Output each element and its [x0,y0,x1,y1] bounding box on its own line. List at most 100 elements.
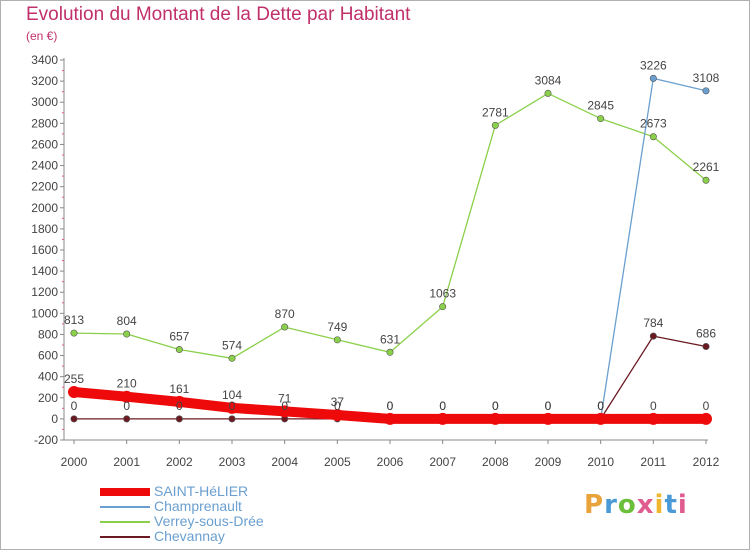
y-tick-label: 400 [38,370,58,384]
data-label: 3226 [640,58,667,72]
x-tick-label: 2002 [166,455,193,469]
legend-label-champrenault: Champrenault [154,498,242,514]
data-label: 804 [117,314,137,328]
data-point [226,401,238,414]
data-label: 631 [380,332,400,346]
data-point [120,390,133,403]
data-point [594,412,607,425]
data-label: 0 [229,399,236,413]
data-label: 2845 [587,99,614,113]
data-label: 0 [492,399,499,413]
logo-letter: i [677,490,688,520]
logo-letter: r [604,490,618,520]
data-label: 0 [650,399,657,413]
data-point [700,412,712,425]
x-tick-label: 2010 [587,455,614,469]
x-tick-label: 2007 [429,455,456,469]
data-label: 0 [176,399,183,413]
data-point [70,415,78,423]
y-tick-label: 3400 [31,53,58,67]
data-label: 0 [334,399,341,413]
data-point [281,323,289,331]
data-label: 686 [696,326,716,340]
logo-letter: x [636,490,655,520]
y-tick-label: 3200 [31,74,58,88]
y-tick-label: 1200 [31,285,58,299]
y-tick-label: 800 [38,327,58,341]
data-label: 749 [327,320,347,334]
data-label: 0 [545,399,552,413]
logo-letter: P [584,490,605,520]
x-tick-label: 2000 [61,455,88,469]
data-label: 71 [278,391,292,405]
y-tick-label: 1800 [31,222,58,236]
data-label: 574 [222,338,242,352]
data-point [384,412,396,425]
data-label: 0 [387,399,394,413]
data-label: 870 [275,307,295,321]
data-label: 2781 [482,105,509,119]
data-label: 0 [71,399,78,413]
data-label: 0 [387,399,394,413]
legend-swatch-chevannay [100,536,150,538]
data-label: 813 [64,313,84,327]
data-point [702,342,710,350]
y-tick-label: 0 [51,412,58,426]
data-label: 2673 [640,117,667,131]
y-tick-label: 2000 [31,201,58,215]
data-label: 161 [169,382,189,396]
data-label: 0 [439,399,446,413]
data-point [123,330,131,338]
series-line [73,92,707,359]
data-point [649,332,657,340]
data-point [175,415,183,423]
y-tick-label: 1600 [31,243,58,257]
y-tick-label: 2400 [31,159,58,173]
logo-letter: i [654,490,665,520]
logo-letter: o [617,490,637,520]
data-label: 657 [169,330,189,344]
x-tick-label: 2005 [324,455,351,469]
data-point [333,336,341,344]
data-label: 37 [331,395,345,409]
data-point [702,176,710,184]
proxiti-logo: Proxiti [584,490,688,520]
data-point [649,133,657,141]
y-tick-label: 200 [38,391,58,405]
y-tick-label: 3000 [31,95,58,109]
data-point [68,385,80,398]
logo-letter: t [664,490,678,520]
legend-label-verrey: Verrey-sous-Drée [154,513,264,529]
y-tick-label: 1400 [31,264,58,278]
y-tick-label: 1000 [31,306,58,320]
data-label: 0 [597,399,604,413]
data-label: 2261 [693,160,720,174]
y-tick-label: 600 [38,349,58,363]
legend-swatch-verrey [100,521,150,523]
data-point [70,329,78,337]
data-label: 3108 [693,71,720,85]
data-label: 3084 [535,73,562,87]
data-label: 784 [643,316,663,330]
legend-label-chevannay: Chevannay [154,528,225,544]
data-point [173,395,186,408]
legend-label-saint-helier: SAINT-HéLIER [154,483,249,499]
data-label: 0 [545,399,552,413]
data-point [331,408,344,421]
data-label: 0 [597,399,604,413]
data-point [647,412,660,425]
data-label: 0 [281,399,288,413]
x-tick-label: 2011 [640,455,666,469]
y-tick-label: 2600 [31,137,58,151]
data-point [228,354,236,362]
data-label: 0 [597,399,604,413]
data-label: 210 [117,377,137,391]
data-point [123,415,131,423]
data-point [489,412,502,425]
data-point [175,346,183,354]
data-label: 0 [492,399,499,413]
chart-subtitle: (en €) [26,29,58,43]
legend-swatch-saint-helier [100,488,150,496]
